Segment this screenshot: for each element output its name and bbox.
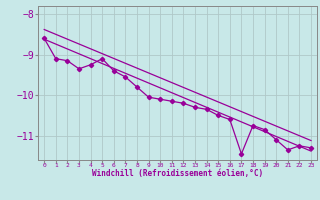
- X-axis label: Windchill (Refroidissement éolien,°C): Windchill (Refroidissement éolien,°C): [92, 169, 263, 178]
